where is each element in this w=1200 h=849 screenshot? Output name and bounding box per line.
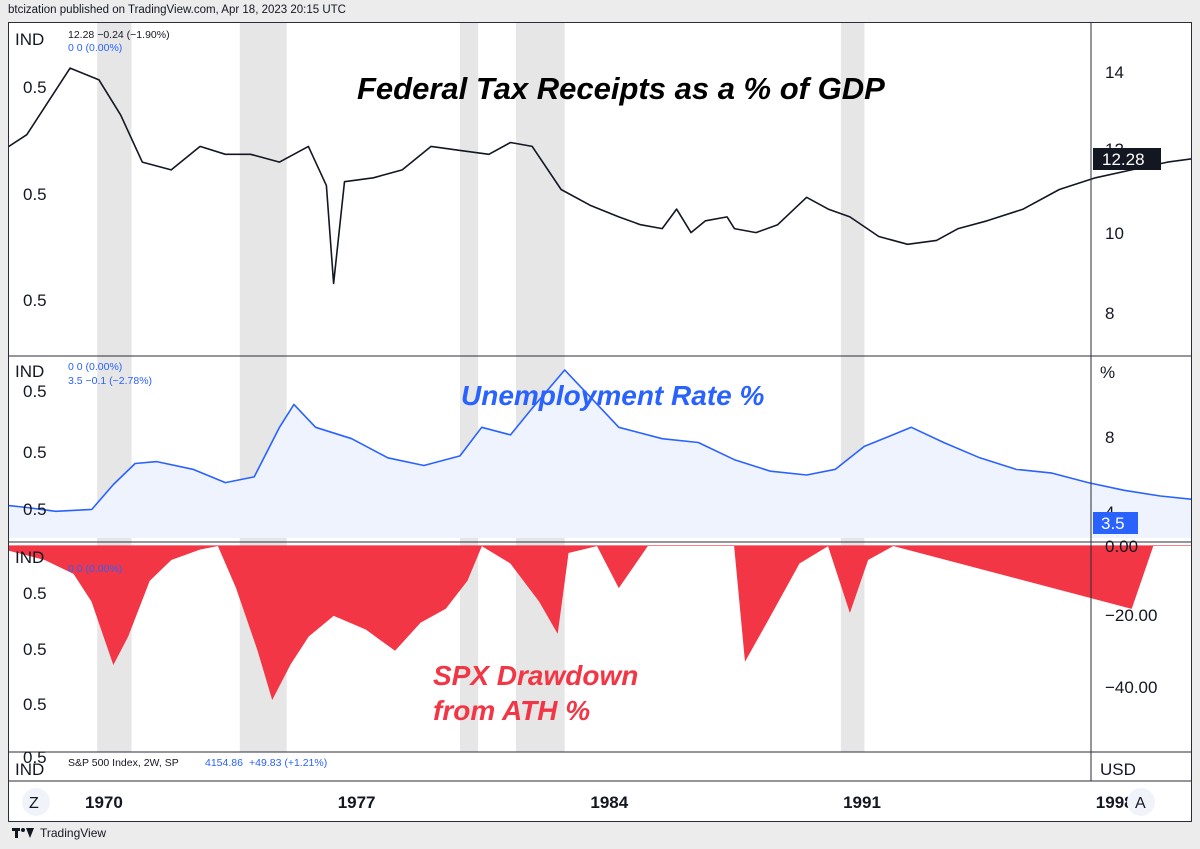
unemployment-last-value-box <box>1093 512 1138 534</box>
x-axis-label-1991: 1991 <box>843 793 881 812</box>
drawdown-legend-main: 0 0 (0.00%) <box>68 563 122 575</box>
zoom-button[interactable] <box>22 788 50 816</box>
unemployment-left-tick-1: 0.5 <box>23 382 47 401</box>
tax-left-scale-label: IND <box>15 30 44 49</box>
zoom-button-label: Z <box>29 795 39 812</box>
recession-band-5 <box>840 23 865 752</box>
drawdown-right-tick-1: 0.00 <box>1105 537 1138 556</box>
x-axis-label-1984: 1984 <box>590 793 628 812</box>
chart-svg[interactable]: Federal Tax Receipts as a % of GDP Unemp… <box>0 23 1200 821</box>
drawdown-right-tick-2: −20.00 <box>1105 606 1157 625</box>
tax-legend-main: 12.28 −0.24 (−1.90%) <box>68 29 170 41</box>
unemployment-series-line <box>0 369 1200 513</box>
unemployment-last-value: 3.5 <box>1101 514 1125 533</box>
drawdown-left-tick-1: 0.5 <box>23 584 47 603</box>
drawdown-left-tick-3: 0.5 <box>23 695 47 714</box>
tax-left-tick-3: 0.5 <box>23 291 47 310</box>
drawdown-title-line-2: from ATH % <box>433 695 590 726</box>
drawdown-left-tick-2: 0.5 <box>23 640 47 659</box>
tax-right-tick-3: 10 <box>1105 224 1124 243</box>
tax-right-tick-1: 14 <box>1105 63 1124 82</box>
spx-legend-change: +49.83 (+1.21%) <box>249 757 327 769</box>
unemployment-series-area <box>0 370 1200 538</box>
spx-legend-value: 4154.86 <box>205 757 243 769</box>
drawdown-left-tick-4: 0.5 <box>23 748 47 767</box>
drawdown-area <box>0 545 1200 701</box>
drawdown-left-scale-label: IND <box>15 548 44 567</box>
time-axis: 19701977198419911998200520122019ZA <box>22 788 1155 816</box>
tax-last-value: 12.28 <box>1102 150 1145 169</box>
tax-left-tick-1: 0.5 <box>23 78 47 97</box>
spx-unit: USD <box>1100 760 1136 779</box>
spx-legend-name: S&P 500 Index, 2W, SP <box>68 757 179 769</box>
tax-title: Federal Tax Receipts as a % of GDP <box>357 71 885 106</box>
tax-right-tick-4: 8 <box>1105 304 1114 323</box>
x-axis-label-1970: 1970 <box>85 793 123 812</box>
brand-name: TradingView <box>40 826 107 840</box>
pane-separators <box>9 23 1191 782</box>
drawdown-pane: SPX Drawdown from ATH % <box>0 545 1200 726</box>
x-axis-label-1977: 1977 <box>338 793 376 812</box>
unemployment-legend-main: 0 0 (0.00%) <box>68 361 122 373</box>
publisher-line: btcization published on TradingView.com,… <box>8 4 346 16</box>
tax-legend-sub: 0 0 (0.00%) <box>68 42 122 54</box>
spx-left-scale-label: IND <box>15 760 44 779</box>
tax-last-value-box <box>1093 148 1161 170</box>
unemployment-left-scale-label: IND <box>15 362 44 381</box>
unemployment-right-tick-1: 8 <box>1105 428 1114 447</box>
x-axis-label-1998: 1998 <box>1096 793 1134 812</box>
tax-left-tick-2: 0.5 <box>23 185 47 204</box>
auto-scale-button[interactable] <box>1127 788 1155 816</box>
unemployment-unit: % <box>1100 363 1115 382</box>
unemployment-legend-sub: 3.5 −0.1 (−2.78%) <box>68 375 152 387</box>
unemployment-title: Unemployment Rate % <box>461 380 764 411</box>
unemployment-left-tick-2: 0.5 <box>23 443 47 462</box>
drawdown-right-tick-3: −40.00 <box>1105 678 1157 697</box>
tax-series-line <box>0 67 1200 285</box>
price-scales: INDINDINDIND0.50.50.50.50.50.50.50.50.50… <box>15 29 1161 779</box>
auto-scale-button-label: A <box>1135 795 1146 812</box>
tax-pane: Federal Tax Receipts as a % of GDP <box>0 67 1200 285</box>
unemployment-pane: Unemployment Rate % <box>0 369 1200 538</box>
tradingview-logo-icon <box>12 828 34 838</box>
drawdown-title-line-1: SPX Drawdown <box>433 660 638 691</box>
chart-card: Federal Tax Receipts as a % of GDP Unemp… <box>0 22 1200 822</box>
unemployment-left-tick-3: 0.5 <box>23 500 47 519</box>
tradingview-brand[interactable]: TradingView <box>12 826 106 840</box>
